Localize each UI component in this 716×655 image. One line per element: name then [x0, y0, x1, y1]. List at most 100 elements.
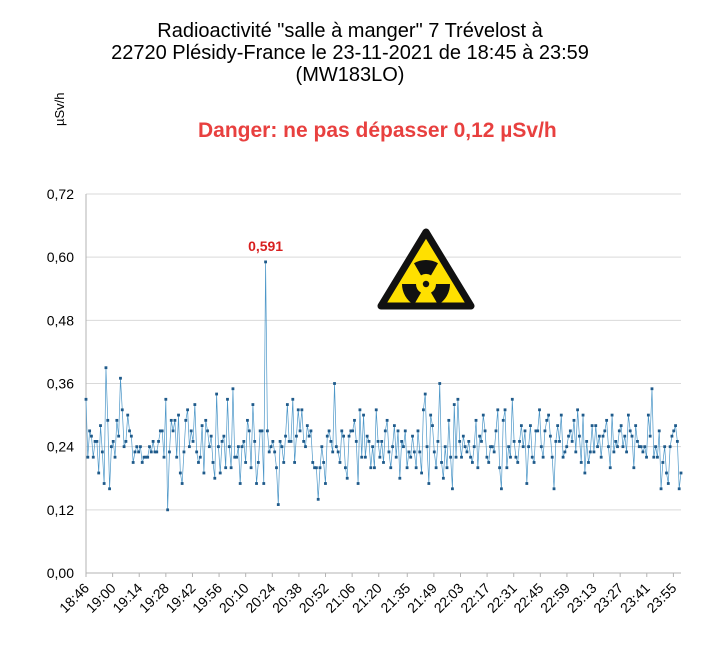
x-tick-label: 22:59: [537, 580, 573, 616]
data-point: [570, 440, 574, 443]
data-point: [276, 503, 280, 506]
data-point: [648, 434, 652, 438]
data-point: [469, 455, 472, 459]
data-point: [298, 429, 302, 433]
data-point: [282, 461, 286, 464]
data-point: [605, 418, 609, 422]
data-point: [344, 466, 347, 470]
data-point: [120, 408, 124, 412]
data-point: [129, 434, 133, 438]
data-point: [164, 397, 168, 401]
data-point: [485, 455, 489, 459]
data-point: [173, 418, 177, 422]
y-tick-labels: 0,00 0,12 0,24 0,36 0,48 0,60 0,72: [47, 186, 74, 581]
data-point: [547, 413, 550, 417]
data-point: [639, 445, 643, 449]
data-point: [262, 482, 266, 485]
data-point: [231, 387, 235, 391]
data-point: [324, 482, 327, 485]
data-point: [634, 424, 638, 428]
y-tick-label: 0,48: [47, 312, 74, 328]
data-point: [663, 445, 667, 449]
data-point: [396, 429, 400, 433]
data-point: [567, 434, 570, 438]
data-point: [253, 440, 257, 443]
data-point: [247, 429, 251, 433]
data-point: [271, 440, 275, 443]
data-point: [311, 461, 315, 464]
data-point: [454, 455, 458, 459]
data-point: [438, 382, 442, 385]
x-tick-label: 20:10: [216, 580, 252, 616]
data-point: [599, 455, 603, 459]
x-tick-label: 21:35: [377, 580, 413, 616]
data-point: [296, 408, 300, 412]
data-point: [487, 461, 491, 464]
y-tick-label: 0,36: [47, 376, 74, 392]
data-point: [496, 408, 500, 412]
data-point: [514, 455, 518, 459]
data-point: [422, 408, 425, 412]
data-point: [255, 482, 258, 485]
data-point: [305, 424, 309, 428]
data-point: [601, 434, 605, 438]
data-point: [418, 450, 422, 454]
data-point: [200, 424, 204, 428]
data-point: [637, 445, 641, 449]
data-point: [387, 450, 391, 454]
data-point: [636, 440, 639, 443]
data-point: [563, 450, 567, 454]
data-point: [592, 450, 596, 454]
data-point: [363, 455, 367, 459]
data-point: [307, 434, 311, 438]
peak-data-label: 0,591: [248, 238, 283, 254]
data-point: [541, 455, 545, 459]
data-point: [489, 445, 492, 449]
data-point: [322, 461, 326, 464]
data-point: [182, 450, 186, 454]
x-tick-label: 19:56: [189, 580, 225, 616]
data-point: [460, 455, 463, 459]
data-point: [146, 455, 150, 459]
data-point: [665, 471, 668, 475]
data-point: [369, 466, 373, 470]
data-point: [632, 466, 636, 470]
data-point: [646, 413, 650, 417]
x-tick-label: 19:00: [83, 580, 119, 616]
data-point: [169, 418, 173, 422]
data-point: [456, 397, 460, 401]
data-point: [383, 429, 387, 433]
data-point: [536, 429, 540, 433]
data-point: [168, 450, 171, 454]
data-point: [142, 455, 146, 459]
data-point: [100, 450, 104, 454]
data-point: [545, 418, 549, 422]
data-point: [184, 418, 188, 422]
data-point: [365, 434, 369, 438]
data-point: [224, 466, 228, 470]
data-point: [579, 461, 583, 464]
data-point: [204, 418, 208, 422]
data-point: [470, 461, 474, 464]
x-tick-label: 23:41: [617, 580, 653, 616]
data-point: [666, 482, 670, 485]
data-point: [229, 466, 233, 470]
data-point: [382, 461, 385, 464]
data-point: [539, 445, 543, 449]
data-point: [345, 476, 349, 480]
data-point: [331, 450, 335, 454]
data-point: [518, 440, 521, 443]
data-point: [309, 429, 313, 433]
data-point: [226, 397, 229, 401]
data-point: [572, 418, 576, 422]
data-point: [679, 471, 683, 475]
data-point: [269, 445, 273, 449]
data-point: [242, 440, 246, 443]
data-point: [594, 424, 598, 428]
x-tick-label: 20:24: [242, 580, 278, 616]
data-point: [402, 445, 405, 449]
data-point: [588, 450, 592, 454]
data-point: [552, 487, 556, 491]
data-point: [626, 413, 630, 417]
data-point: [249, 466, 253, 470]
